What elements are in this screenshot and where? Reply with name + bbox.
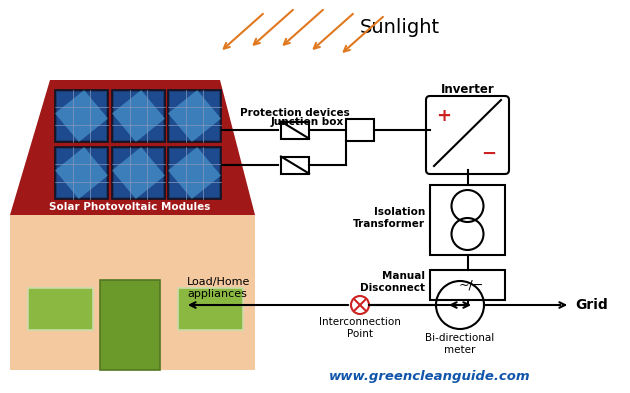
- Text: +: +: [437, 107, 452, 125]
- Text: www.greencleanguide.com: www.greencleanguide.com: [329, 370, 531, 383]
- Text: Sunlight: Sunlight: [360, 18, 440, 37]
- Bar: [346, 119, 374, 141]
- Bar: [281, 121, 309, 138]
- Bar: [281, 156, 309, 173]
- Bar: [112, 147, 165, 199]
- Polygon shape: [168, 90, 221, 142]
- Bar: [114, 92, 163, 140]
- Text: Inverter: Inverter: [440, 83, 495, 96]
- Bar: [430, 270, 505, 300]
- Text: Solar Photovoltaic Modules: Solar Photovoltaic Modules: [49, 202, 210, 212]
- Bar: [178, 288, 243, 330]
- Polygon shape: [55, 90, 108, 142]
- Bar: [112, 90, 165, 142]
- Bar: [55, 147, 108, 199]
- Bar: [100, 280, 160, 370]
- Text: Manual
Disconnect: Manual Disconnect: [360, 271, 425, 293]
- Bar: [57, 92, 106, 140]
- Text: Protection devices: Protection devices: [240, 108, 350, 118]
- Polygon shape: [10, 80, 255, 215]
- Bar: [170, 92, 219, 140]
- Bar: [114, 149, 163, 197]
- Text: Grid: Grid: [575, 298, 608, 312]
- Bar: [28, 288, 93, 330]
- Text: ~/−: ~/−: [459, 279, 484, 292]
- Bar: [168, 90, 221, 142]
- Text: Junction box: Junction box: [271, 117, 344, 127]
- FancyBboxPatch shape: [426, 96, 509, 174]
- Polygon shape: [112, 90, 165, 142]
- Bar: [170, 149, 219, 197]
- Polygon shape: [112, 147, 165, 199]
- Text: Load/Home
appliances: Load/Home appliances: [187, 277, 250, 299]
- Bar: [55, 90, 108, 142]
- Polygon shape: [55, 147, 108, 199]
- Bar: [57, 149, 106, 197]
- Bar: [430, 185, 505, 255]
- Text: Bi-directional
meter: Bi-directional meter: [425, 333, 495, 354]
- Bar: [168, 147, 221, 199]
- Text: Interconnection
Point: Interconnection Point: [319, 317, 401, 339]
- Polygon shape: [168, 147, 221, 199]
- Bar: [10, 215, 255, 370]
- Text: Isolation
Transformer: Isolation Transformer: [353, 207, 425, 229]
- Text: −: −: [481, 145, 496, 163]
